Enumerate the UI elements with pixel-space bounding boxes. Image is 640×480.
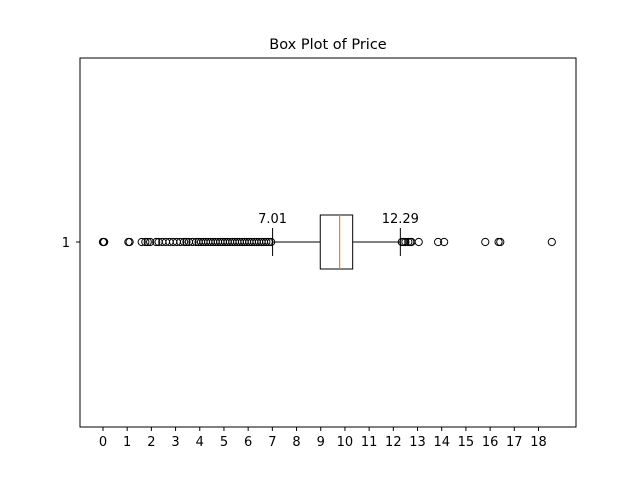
outlier-point <box>152 237 161 247</box>
x-tick-label: 4 <box>196 435 204 450</box>
x-tick-label: 8 <box>292 435 300 450</box>
x-tick-label: 12 <box>385 435 402 450</box>
x-tick-label: 10 <box>337 435 354 450</box>
whisker-value-label: 12.29 <box>382 212 419 227</box>
x-tick-label: 2 <box>147 435 155 450</box>
x-tick-label: 5 <box>220 435 228 450</box>
x-tick-label: 18 <box>530 435 547 450</box>
outlier-point <box>100 237 109 247</box>
axis-layer: 0 1 2 3 4 5 6 7 8 9 10 11 12 13 14 15 16 17 181 <box>62 236 547 450</box>
x-tick-label: 3 <box>171 435 179 450</box>
x-tick-label: 0 <box>99 435 107 450</box>
x-tick-label: 16 <box>482 435 499 450</box>
outlier-point <box>547 237 556 247</box>
annotation-layer: 7.01 12.29 <box>258 212 419 227</box>
iqr-box <box>319 214 354 270</box>
outlier-point <box>188 237 197 247</box>
outlier-point <box>141 237 150 247</box>
x-tick-label: 9 <box>317 435 325 450</box>
chart-title: Box Plot of Price <box>269 37 387 53</box>
outlier-point <box>496 237 505 247</box>
x-tick-label: 7 <box>268 435 276 450</box>
outlier-point <box>143 237 152 247</box>
y-tick-label: 1 <box>62 236 70 251</box>
x-tick-label: 14 <box>433 435 450 450</box>
outlier-point <box>262 237 271 247</box>
outlier-point <box>494 237 503 247</box>
outlier-point <box>146 237 155 247</box>
x-tick-label: 13 <box>409 435 426 450</box>
x-tick-label: 6 <box>244 435 252 450</box>
outlier-point <box>137 237 146 247</box>
box-layer <box>272 214 401 270</box>
x-tick-label: 1 <box>123 435 131 450</box>
outlier-point <box>125 237 134 247</box>
outlier-point <box>433 237 443 247</box>
whisker-value-label: 7.01 <box>258 212 287 227</box>
x-tick-label: 15 <box>458 435 475 450</box>
x-tick-label: 11 <box>361 435 378 450</box>
outlier-point <box>401 237 410 247</box>
outlier-point <box>440 237 449 247</box>
outlier-point <box>264 237 273 247</box>
outlier-point <box>176 237 185 247</box>
outlier-point <box>179 237 189 247</box>
plot-area-frame <box>79 57 577 428</box>
outlier-layer <box>98 237 556 247</box>
outlier-point <box>481 237 490 247</box>
outlier-point <box>182 237 191 247</box>
x-tick-label: 17 <box>506 435 523 450</box>
outlier-point <box>414 237 423 247</box>
outlier-point <box>267 237 276 247</box>
